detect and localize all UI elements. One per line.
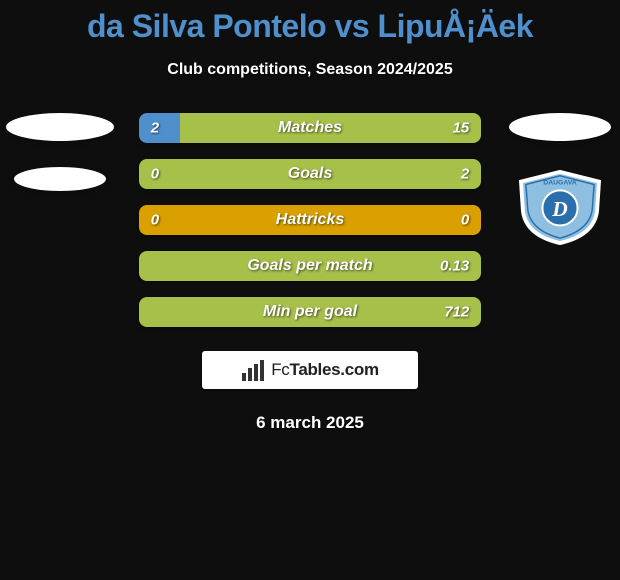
stat-label: Matches bbox=[278, 119, 342, 137]
stat-value-left: 0 bbox=[151, 212, 159, 229]
stat-bar: Min per goal 712 bbox=[139, 297, 481, 327]
left-badge-column bbox=[0, 113, 121, 191]
stat-bar: 0 Hattricks 0 bbox=[139, 205, 481, 235]
stat-label: Min per goal bbox=[263, 303, 357, 321]
bar-chart-icon bbox=[241, 359, 265, 381]
crest-name: DAUGAVA bbox=[543, 180, 577, 187]
date: 6 march 2025 bbox=[0, 413, 620, 433]
page-title: da Silva Pontelo vs LipuÅ¡Äek bbox=[0, 0, 620, 45]
stat-value-right: 0 bbox=[461, 212, 469, 229]
crest-letter: D bbox=[551, 197, 567, 221]
comparison-infographic: da Silva Pontelo vs LipuÅ¡Äek Club compe… bbox=[0, 0, 620, 580]
stat-value-left: 0 bbox=[151, 166, 159, 183]
right-badge-column: DAUGAVA D bbox=[499, 113, 620, 245]
left-club-badge-1 bbox=[6, 113, 114, 141]
content-row: 2 Matches 15 0 Goals 2 0 Hattricks 0 Goals per ma… bbox=[0, 113, 620, 327]
stats-column: 2 Matches 15 0 Goals 2 0 Hattricks 0 Goals per ma… bbox=[139, 113, 481, 327]
stat-bar: 0 Goals 2 bbox=[139, 159, 481, 189]
right-club-badge-1 bbox=[509, 113, 611, 141]
stat-bar: 2 Matches 15 bbox=[139, 113, 481, 143]
logo-text: FcTables.com bbox=[271, 360, 379, 380]
right-club-crest: DAUGAVA D bbox=[509, 167, 611, 245]
left-club-badge-2 bbox=[14, 167, 106, 191]
stat-bar-fill-left bbox=[139, 113, 180, 143]
stat-value-right: 2 bbox=[461, 166, 469, 183]
stat-value-right: 15 bbox=[453, 120, 470, 137]
site-logo: FcTables.com bbox=[202, 351, 418, 389]
subtitle: Club competitions, Season 2024/2025 bbox=[0, 61, 620, 79]
stat-value-left: 2 bbox=[151, 120, 159, 137]
stat-label: Hattricks bbox=[276, 211, 344, 229]
stat-value-right: 0.13 bbox=[440, 258, 469, 275]
stat-label: Goals bbox=[288, 165, 332, 183]
stat-label: Goals per match bbox=[247, 257, 372, 275]
stat-bar: Goals per match 0.13 bbox=[139, 251, 481, 281]
stat-value-right: 712 bbox=[444, 304, 469, 321]
